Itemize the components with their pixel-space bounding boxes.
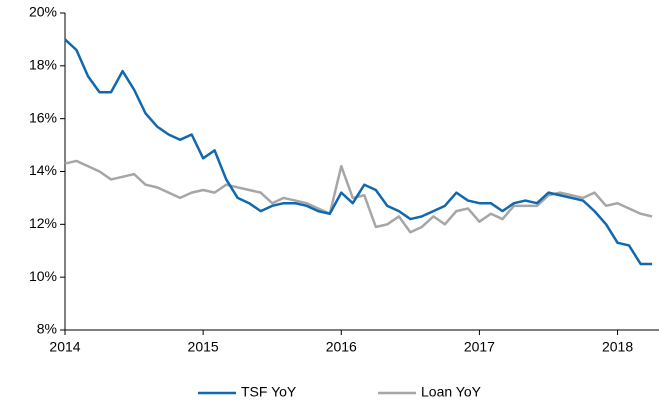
y-tick-label: 12% (29, 215, 57, 231)
y-tick-label: 8% (37, 321, 57, 337)
x-tick-label: 2017 (464, 339, 495, 355)
legend-label: Loan YoY (421, 384, 482, 400)
y-tick-label: 10% (29, 268, 57, 284)
series-line (64, 38, 653, 266)
y-tick-label: 20% (29, 4, 57, 20)
legend-label: TSF YoY (241, 384, 297, 400)
y-tick-label: 16% (29, 109, 57, 125)
x-tick-label: 2014 (49, 339, 80, 355)
y-tick-label: 18% (29, 57, 57, 73)
y-tick-label: 14% (29, 162, 57, 178)
x-tick-label: 2015 (188, 339, 219, 355)
x-tick-label: 2016 (326, 339, 357, 355)
x-tick-label: 2018 (602, 339, 633, 355)
